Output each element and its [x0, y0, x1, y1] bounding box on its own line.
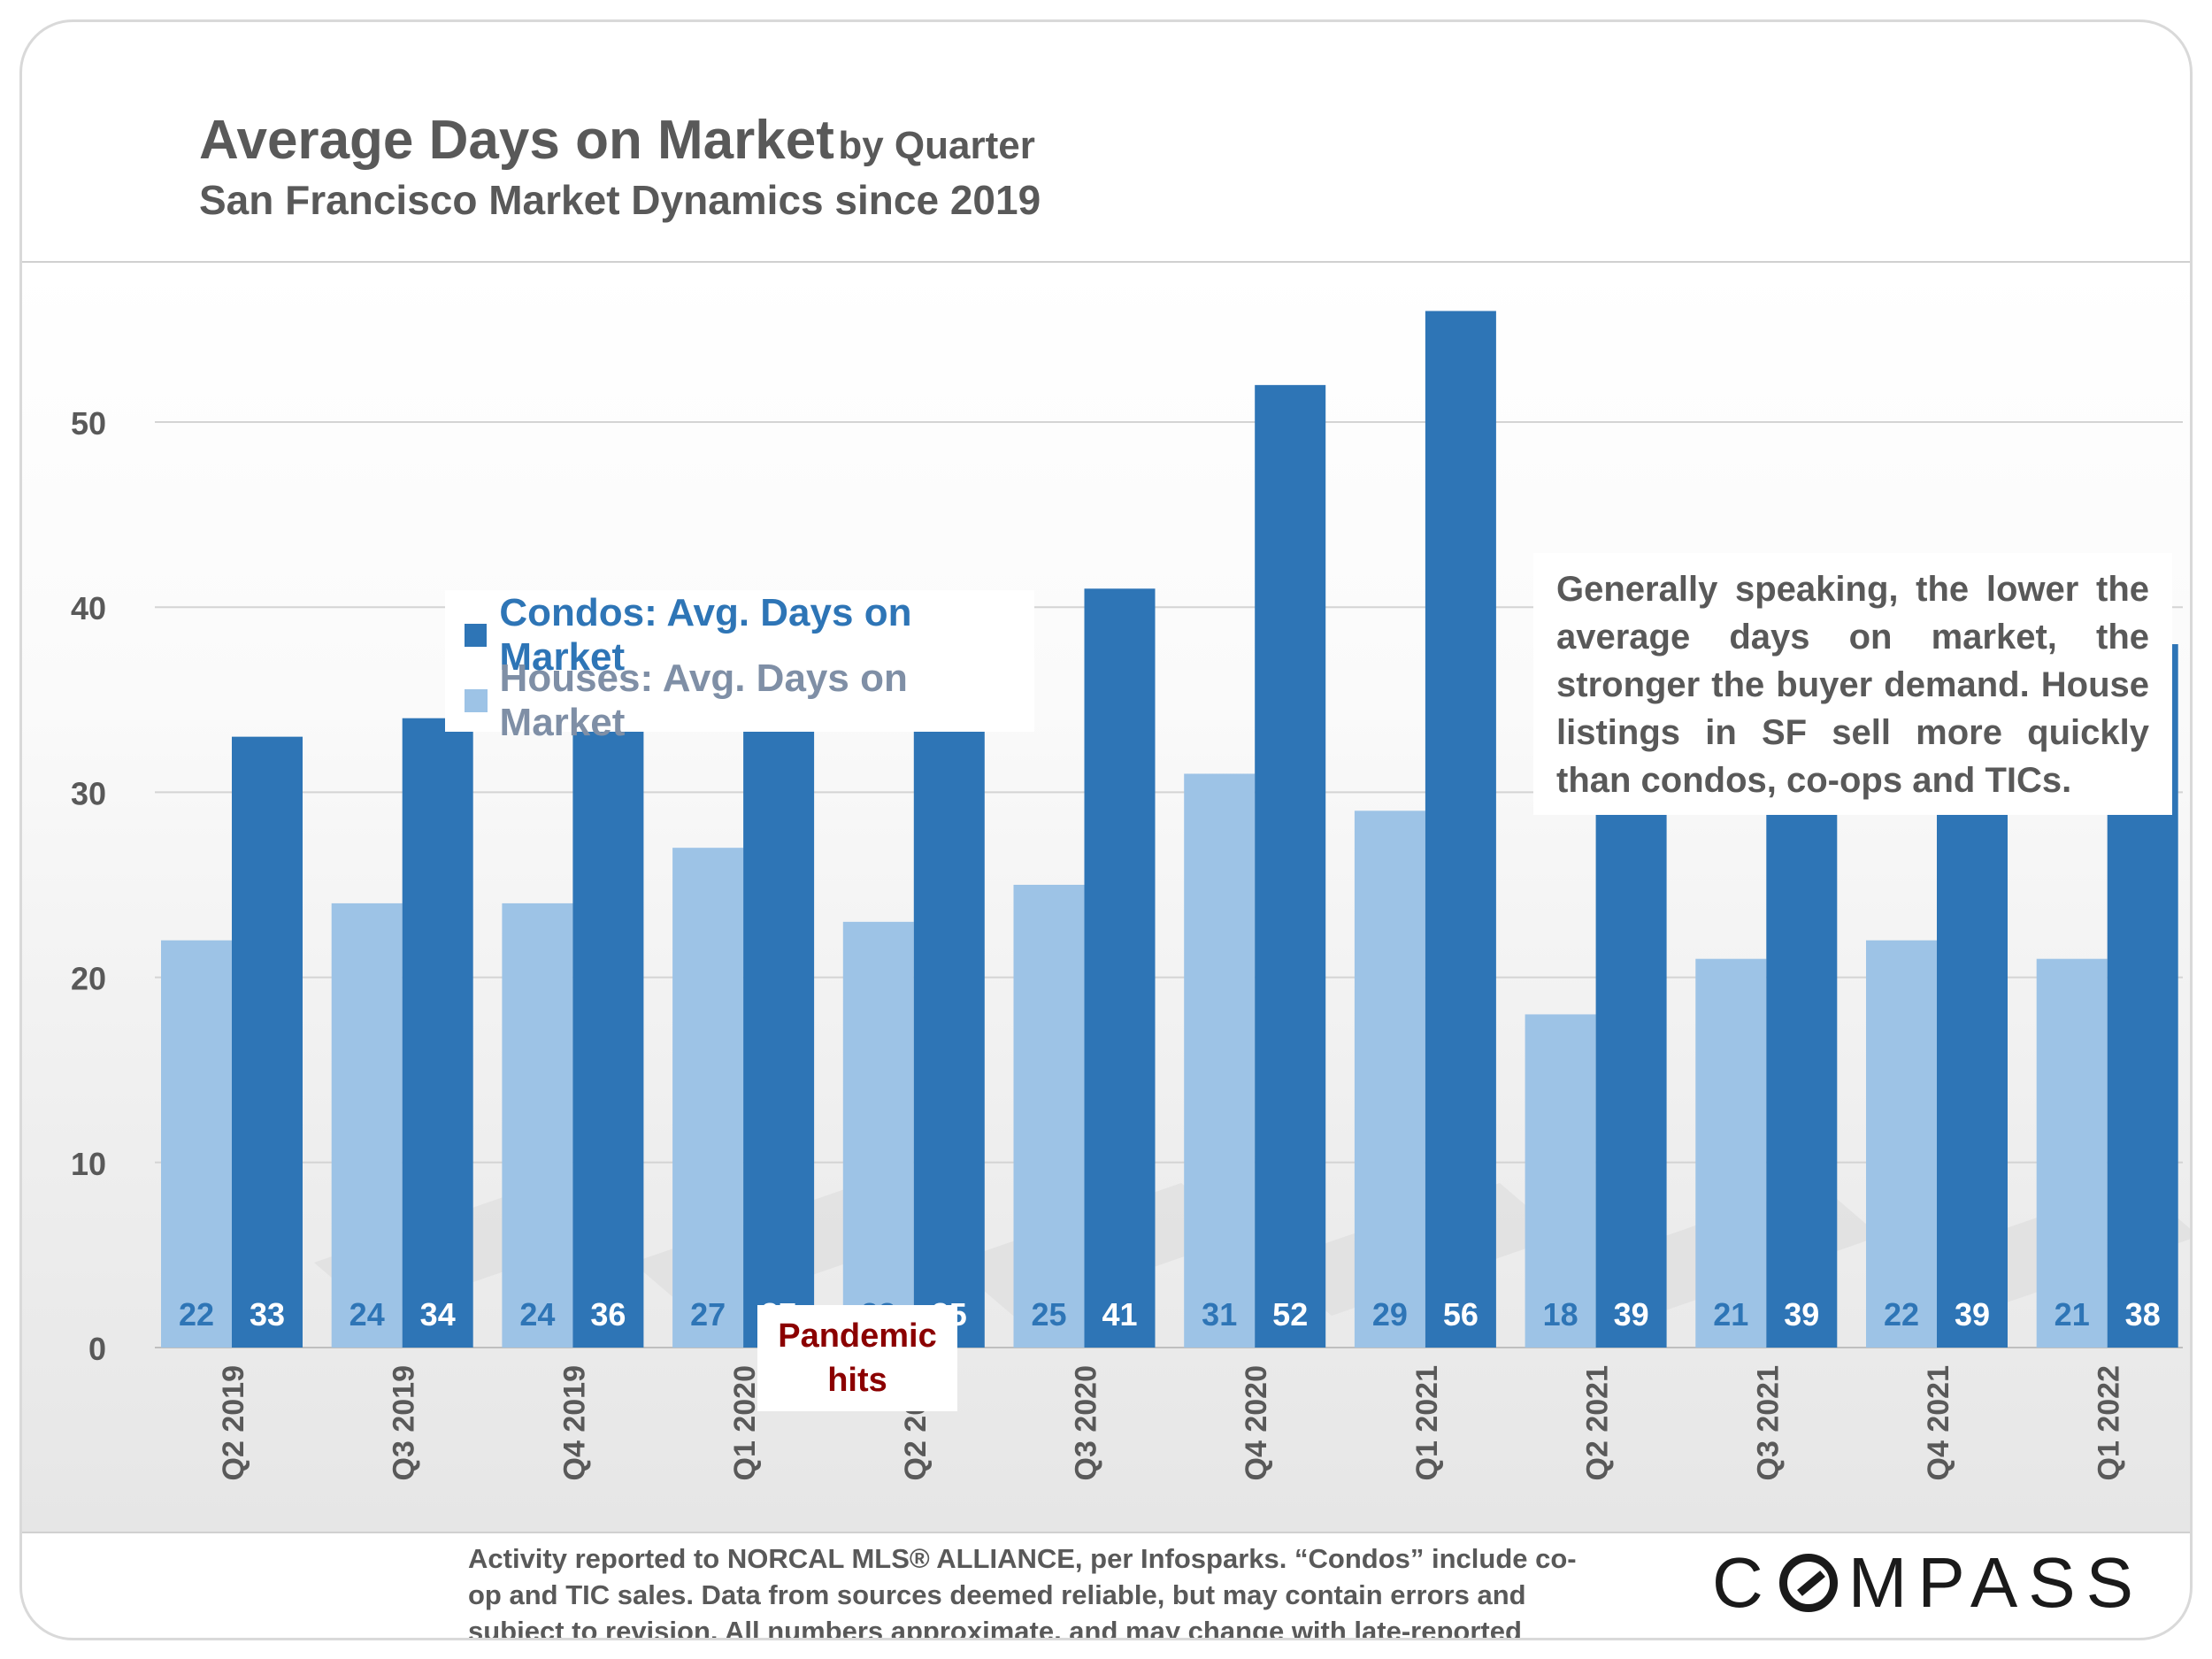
- pandemic-annotation: Pandemic hits: [757, 1305, 957, 1411]
- bar-condos: [572, 680, 644, 1348]
- bar-condos: [743, 662, 815, 1348]
- legend-item-houses: Houses: Avg. Days on Market: [465, 657, 1034, 744]
- y-tick-label: 50: [71, 405, 106, 442]
- bar-houses: [1184, 773, 1256, 1348]
- bar-houses: [1354, 810, 1425, 1348]
- x-tick-label: Q2 2021: [1581, 1365, 1615, 1480]
- page-title: Average Days on Market by Quarter: [199, 110, 1041, 171]
- x-tick-label: Q1 2020: [728, 1365, 762, 1480]
- chart-title-suffix: by Quarter: [838, 124, 1035, 167]
- data-label-condos: 41: [1102, 1296, 1137, 1333]
- data-label-houses: 29: [1372, 1296, 1408, 1333]
- bar-condos: [1084, 588, 1156, 1348]
- bar-houses: [2036, 958, 2108, 1348]
- data-label-condos: 38: [2125, 1296, 2161, 1333]
- bar-condos: [1425, 311, 1496, 1348]
- chart-area: 0 10 20 30 40 50 22 33 Q2 2019 24 34 Q3 2019 24 36 Q4 …: [22, 263, 2190, 1532]
- x-tick-label: Q1 2021: [1410, 1365, 1444, 1480]
- data-label-houses: 22: [179, 1296, 214, 1333]
- legend-item-condos: Condos: Avg. Days on Market: [465, 591, 1034, 679]
- y-tick-label: 30: [71, 775, 106, 811]
- data-label-houses: 21: [1713, 1296, 1748, 1333]
- x-tick-label: Q3 2019: [388, 1365, 421, 1480]
- bar-condos: [913, 699, 985, 1348]
- bar-houses: [502, 902, 573, 1348]
- title-block: Average Days on Market by Quarter San Fr…: [199, 110, 1041, 224]
- bar-houses: [1866, 940, 1937, 1348]
- bar-condos: [402, 718, 473, 1348]
- bar-condos: [232, 736, 303, 1348]
- bar-houses: [331, 902, 403, 1348]
- bar-houses: [672, 848, 744, 1348]
- y-tick-label: 10: [71, 1146, 106, 1182]
- bar-condos: [1255, 385, 1326, 1348]
- compass-logo-icon: [1778, 1554, 1838, 1612]
- y-tick-label: 20: [71, 961, 106, 997]
- data-label-houses: 25: [1031, 1296, 1066, 1333]
- legend-swatch-houses: [465, 689, 488, 712]
- note-box: Generally speaking, the lower the averag…: [1533, 553, 2172, 815]
- pandemic-annotation-line1: Pandemic: [778, 1317, 937, 1355]
- x-tick-label: Q2 2019: [217, 1365, 250, 1480]
- data-label-condos: 39: [1614, 1296, 1649, 1333]
- legend-label-houses: Houses: Avg. Days on Market: [499, 657, 908, 744]
- y-tick-label: 40: [71, 590, 106, 626]
- bar-houses: [1525, 1014, 1596, 1348]
- data-label-houses: 21: [2055, 1296, 2090, 1333]
- data-label-condos: 34: [420, 1296, 456, 1333]
- x-tick-label: Q3 2020: [1070, 1365, 1103, 1480]
- chart-title: Average Days on Market: [199, 110, 834, 171]
- x-tick-label: Q4 2020: [1240, 1365, 1273, 1480]
- data-label-houses: 31: [1202, 1296, 1237, 1333]
- legend-label-condos: Condos: Avg. Days on Market: [499, 591, 912, 679]
- x-tick-label: Q3 2021: [1751, 1365, 1785, 1480]
- data-label-houses: 18: [1543, 1296, 1578, 1333]
- data-label-condos: 39: [1955, 1296, 1990, 1333]
- bar-houses: [1013, 885, 1085, 1348]
- chart-subtitle: San Francisco Market Dynamics since 2019: [199, 177, 1041, 224]
- x-tick-label: Q1 2022: [2093, 1365, 2126, 1480]
- bar-houses: [161, 940, 232, 1348]
- logo-text-left: C: [1712, 1543, 1774, 1622]
- chart-frame: Average Days on Market by Quarter San Fr…: [19, 19, 2193, 1640]
- x-tick-label: Q4 2019: [557, 1365, 591, 1480]
- data-label-condos: 33: [250, 1296, 285, 1333]
- logo-text-right: MPASS: [1847, 1543, 2144, 1622]
- compass-logo: C MPASS: [1712, 1542, 2144, 1624]
- footer-divider: [22, 1532, 2190, 1533]
- data-label-condos: 36: [590, 1296, 626, 1333]
- data-label-houses: 24: [349, 1296, 385, 1333]
- bar-houses: [842, 921, 914, 1348]
- bar-houses: [1695, 958, 1767, 1348]
- x-tick-label: Q4 2021: [1922, 1365, 1955, 1480]
- data-label-houses: 24: [519, 1296, 555, 1333]
- data-label-houses: 22: [1884, 1296, 1919, 1333]
- legend-swatch-condos: [465, 624, 488, 647]
- data-label-condos: 39: [1784, 1296, 1819, 1333]
- pandemic-annotation-line2: hits: [827, 1362, 887, 1399]
- header-divider: [22, 261, 2190, 263]
- data-label-condos: 56: [1443, 1296, 1479, 1333]
- data-label-condos: 52: [1272, 1296, 1308, 1333]
- footnote: Activity reported to NORCAL MLS® ALLIANC…: [468, 1543, 1577, 1640]
- data-label-houses: 27: [690, 1296, 726, 1333]
- y-tick-label: 0: [88, 1331, 106, 1367]
- legend: Condos: Avg. Days on Market Houses: Avg.…: [445, 590, 1034, 744]
